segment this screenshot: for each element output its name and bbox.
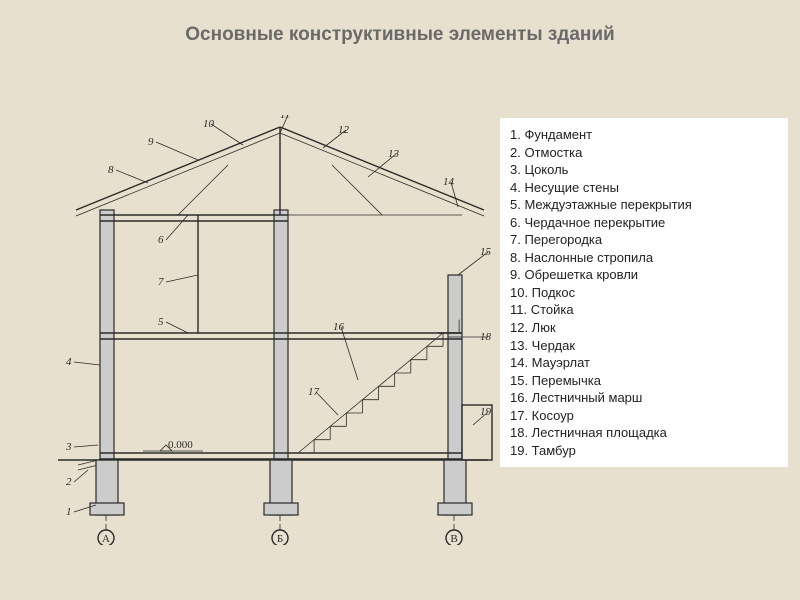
legend-item: 2. Отмостка bbox=[510, 144, 778, 162]
legend-item: 6. Чердачное перекрытие bbox=[510, 214, 778, 232]
svg-text:1: 1 bbox=[66, 506, 72, 518]
legend-item: 5. Междуэтажные перекрытия bbox=[510, 196, 778, 214]
legend-item: 15. Перемычка bbox=[510, 372, 778, 390]
legend-item: 10. Подкос bbox=[510, 284, 778, 302]
page-title: Основные конструктивные элементы зданий bbox=[0, 24, 800, 46]
legend-item: 17. Косоур bbox=[510, 407, 778, 425]
diagram-svg: 0.000АБВ12345678910111213141516171819 bbox=[48, 115, 493, 545]
svg-text:7: 7 bbox=[158, 276, 164, 288]
legend-item: 13. Чердак bbox=[510, 337, 778, 355]
svg-text:16: 16 bbox=[333, 321, 345, 333]
legend-item: 8. Наслонные стропила bbox=[510, 249, 778, 267]
svg-text:17: 17 bbox=[308, 386, 320, 398]
svg-text:В: В bbox=[450, 533, 457, 545]
legend-item: 4. Несущие стены bbox=[510, 179, 778, 197]
svg-text:9: 9 bbox=[148, 136, 154, 148]
legend-item: 1. Фундамент bbox=[510, 126, 778, 144]
svg-text:3: 3 bbox=[65, 441, 72, 453]
svg-text:4: 4 bbox=[66, 356, 72, 368]
svg-text:15: 15 bbox=[480, 246, 492, 258]
svg-text:11: 11 bbox=[280, 115, 290, 121]
legend-item: 7. Перегородка bbox=[510, 231, 778, 249]
legend-item: 19. Тамбур bbox=[510, 442, 778, 460]
svg-text:6: 6 bbox=[158, 234, 164, 246]
legend-item: 12. Люк bbox=[510, 319, 778, 337]
legend-item: 18. Лестничная площадка bbox=[510, 424, 778, 442]
svg-text:8: 8 bbox=[108, 164, 114, 176]
svg-text:14: 14 bbox=[443, 176, 455, 188]
legend-item: 3. Цоколь bbox=[510, 161, 778, 179]
svg-text:10: 10 bbox=[203, 118, 215, 130]
svg-text:13: 13 bbox=[388, 148, 400, 160]
svg-text:12: 12 bbox=[338, 124, 350, 136]
legend-item: 14. Мауэрлат bbox=[510, 354, 778, 372]
svg-text:0.000: 0.000 bbox=[168, 439, 193, 451]
legend-item: 11. Стойка bbox=[510, 301, 778, 319]
legend-item: 16. Лестничный марш bbox=[510, 389, 778, 407]
svg-text:19: 19 bbox=[480, 406, 492, 418]
svg-text:Б: Б bbox=[277, 533, 283, 545]
svg-text:А: А bbox=[102, 533, 110, 545]
svg-text:18: 18 bbox=[480, 331, 492, 343]
svg-text:5: 5 bbox=[158, 316, 164, 328]
legend-item: 9. Обрешетка кровли bbox=[510, 266, 778, 284]
svg-text:2: 2 bbox=[66, 476, 72, 488]
building-section-diagram: 0.000АБВ12345678910111213141516171819 bbox=[48, 115, 493, 545]
legend-box: 1. Фундамент2. Отмостка3. Цоколь4. Несущ… bbox=[500, 118, 788, 467]
